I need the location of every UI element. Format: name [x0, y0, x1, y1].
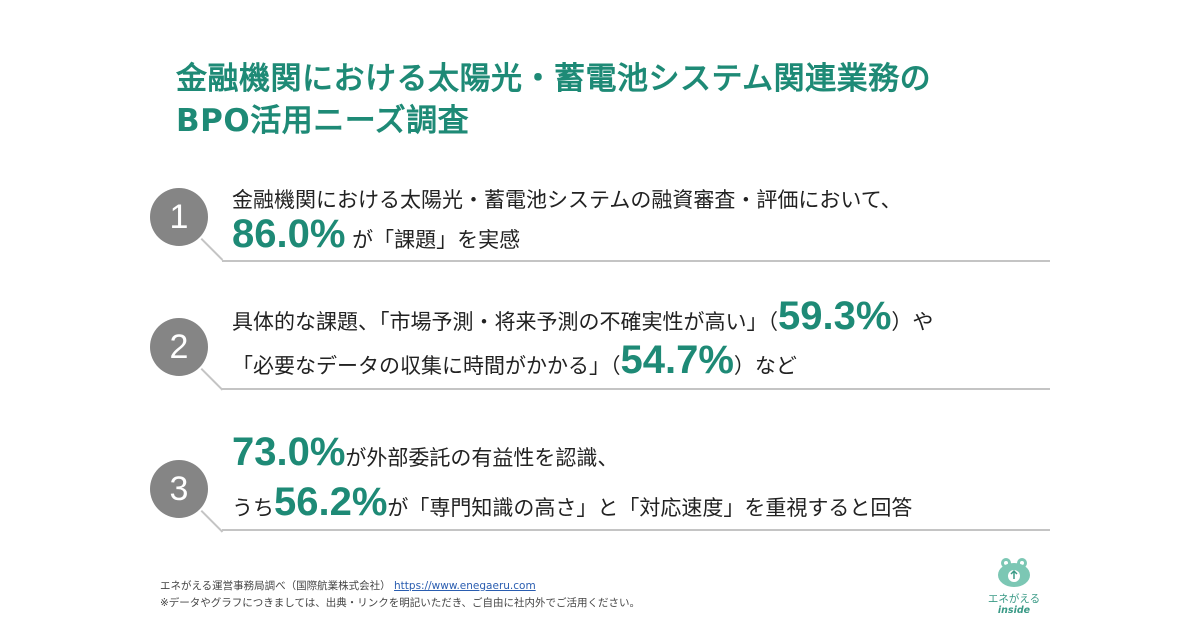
separator-rule-1 [222, 260, 1050, 262]
footer-source-line: エネがえる運営事務局調べ（国際航業株式会社） https://www.enega… [160, 578, 640, 595]
finding-text: ）や [891, 310, 934, 334]
finding-text: うち [232, 496, 274, 520]
number-badge-2: 2 [150, 318, 208, 376]
source-credit: エネがえる運営事務局調べ（国際航業株式会社） [160, 580, 391, 592]
logo-name: エネがえる [987, 593, 1041, 605]
finding-text: 具体的な課題、「市場予測・将来予測の不確実性が高い」（ [232, 310, 778, 334]
finding-3-line-1: 73.0%が外部委託の有益性を認識、 [232, 430, 618, 475]
leader-diagonal-3 [200, 510, 224, 533]
leader-diagonal-1 [200, 238, 224, 261]
usage-note: ※データやグラフにつきましては、出典・リンクを明記いただき、ご自由に社内外でご活… [160, 597, 641, 609]
separator-rule-3 [222, 529, 1050, 531]
stat-value: 56.2% [274, 480, 388, 524]
enegaeru-logo: エネがえる inside [984, 555, 1044, 617]
title-line-1: 金融機関における太陽光・蓄電池システム関連業務の [176, 61, 932, 97]
finding-text: 「必要なデータの収集に時間がかかる」（ [232, 354, 621, 378]
title-line-2: BPO活用ニーズ調査 [176, 103, 470, 139]
number-badge-3: 3 [150, 460, 208, 518]
stat-value: 86.0% [232, 212, 346, 256]
finding-3-line-2: うち56.2%が「専門知識の高さ」と「対応速度」を重視すると回答 [232, 480, 912, 525]
finding-2-line-1: 具体的な課題、「市場予測・将来予測の不確実性が高い」（59.3%）や [232, 294, 933, 339]
finding-2-line-2: 「必要なデータの収集に時間がかかる」（54.7%）など [232, 338, 797, 383]
finding-text: が「専門知識の高さ」と「対応速度」を重視すると回答 [387, 496, 913, 520]
logo-sub: inside [997, 605, 1031, 616]
footer: エネがえる運営事務局調べ（国際航業株式会社） https://www.enega… [160, 578, 640, 612]
finding-text: ）など [733, 354, 797, 378]
separator-rule-2 [222, 388, 1050, 390]
stat-value: 54.7% [620, 338, 734, 382]
source-link[interactable]: https://www.enegaeru.com [394, 580, 536, 592]
finding-text: が「課題」を実感 [345, 228, 521, 252]
page-title: 金融機関における太陽光・蓄電池システム関連業務の BPO活用ニーズ調査 [176, 58, 931, 142]
finding-1-line-1: 金融機関における太陽光・蓄電池システムの融資審査・評価において、 [232, 188, 902, 212]
leader-diagonal-2 [200, 368, 224, 391]
number-badge-1: 1 [150, 188, 208, 246]
finding-text: が外部委託の有益性を認識、 [345, 446, 619, 470]
frog-mascot-icon [998, 558, 1030, 587]
stat-value: 59.3% [778, 294, 892, 338]
finding-1-line-2: 86.0% が「課題」を実感 [232, 212, 520, 257]
stat-value: 73.0% [232, 430, 346, 474]
